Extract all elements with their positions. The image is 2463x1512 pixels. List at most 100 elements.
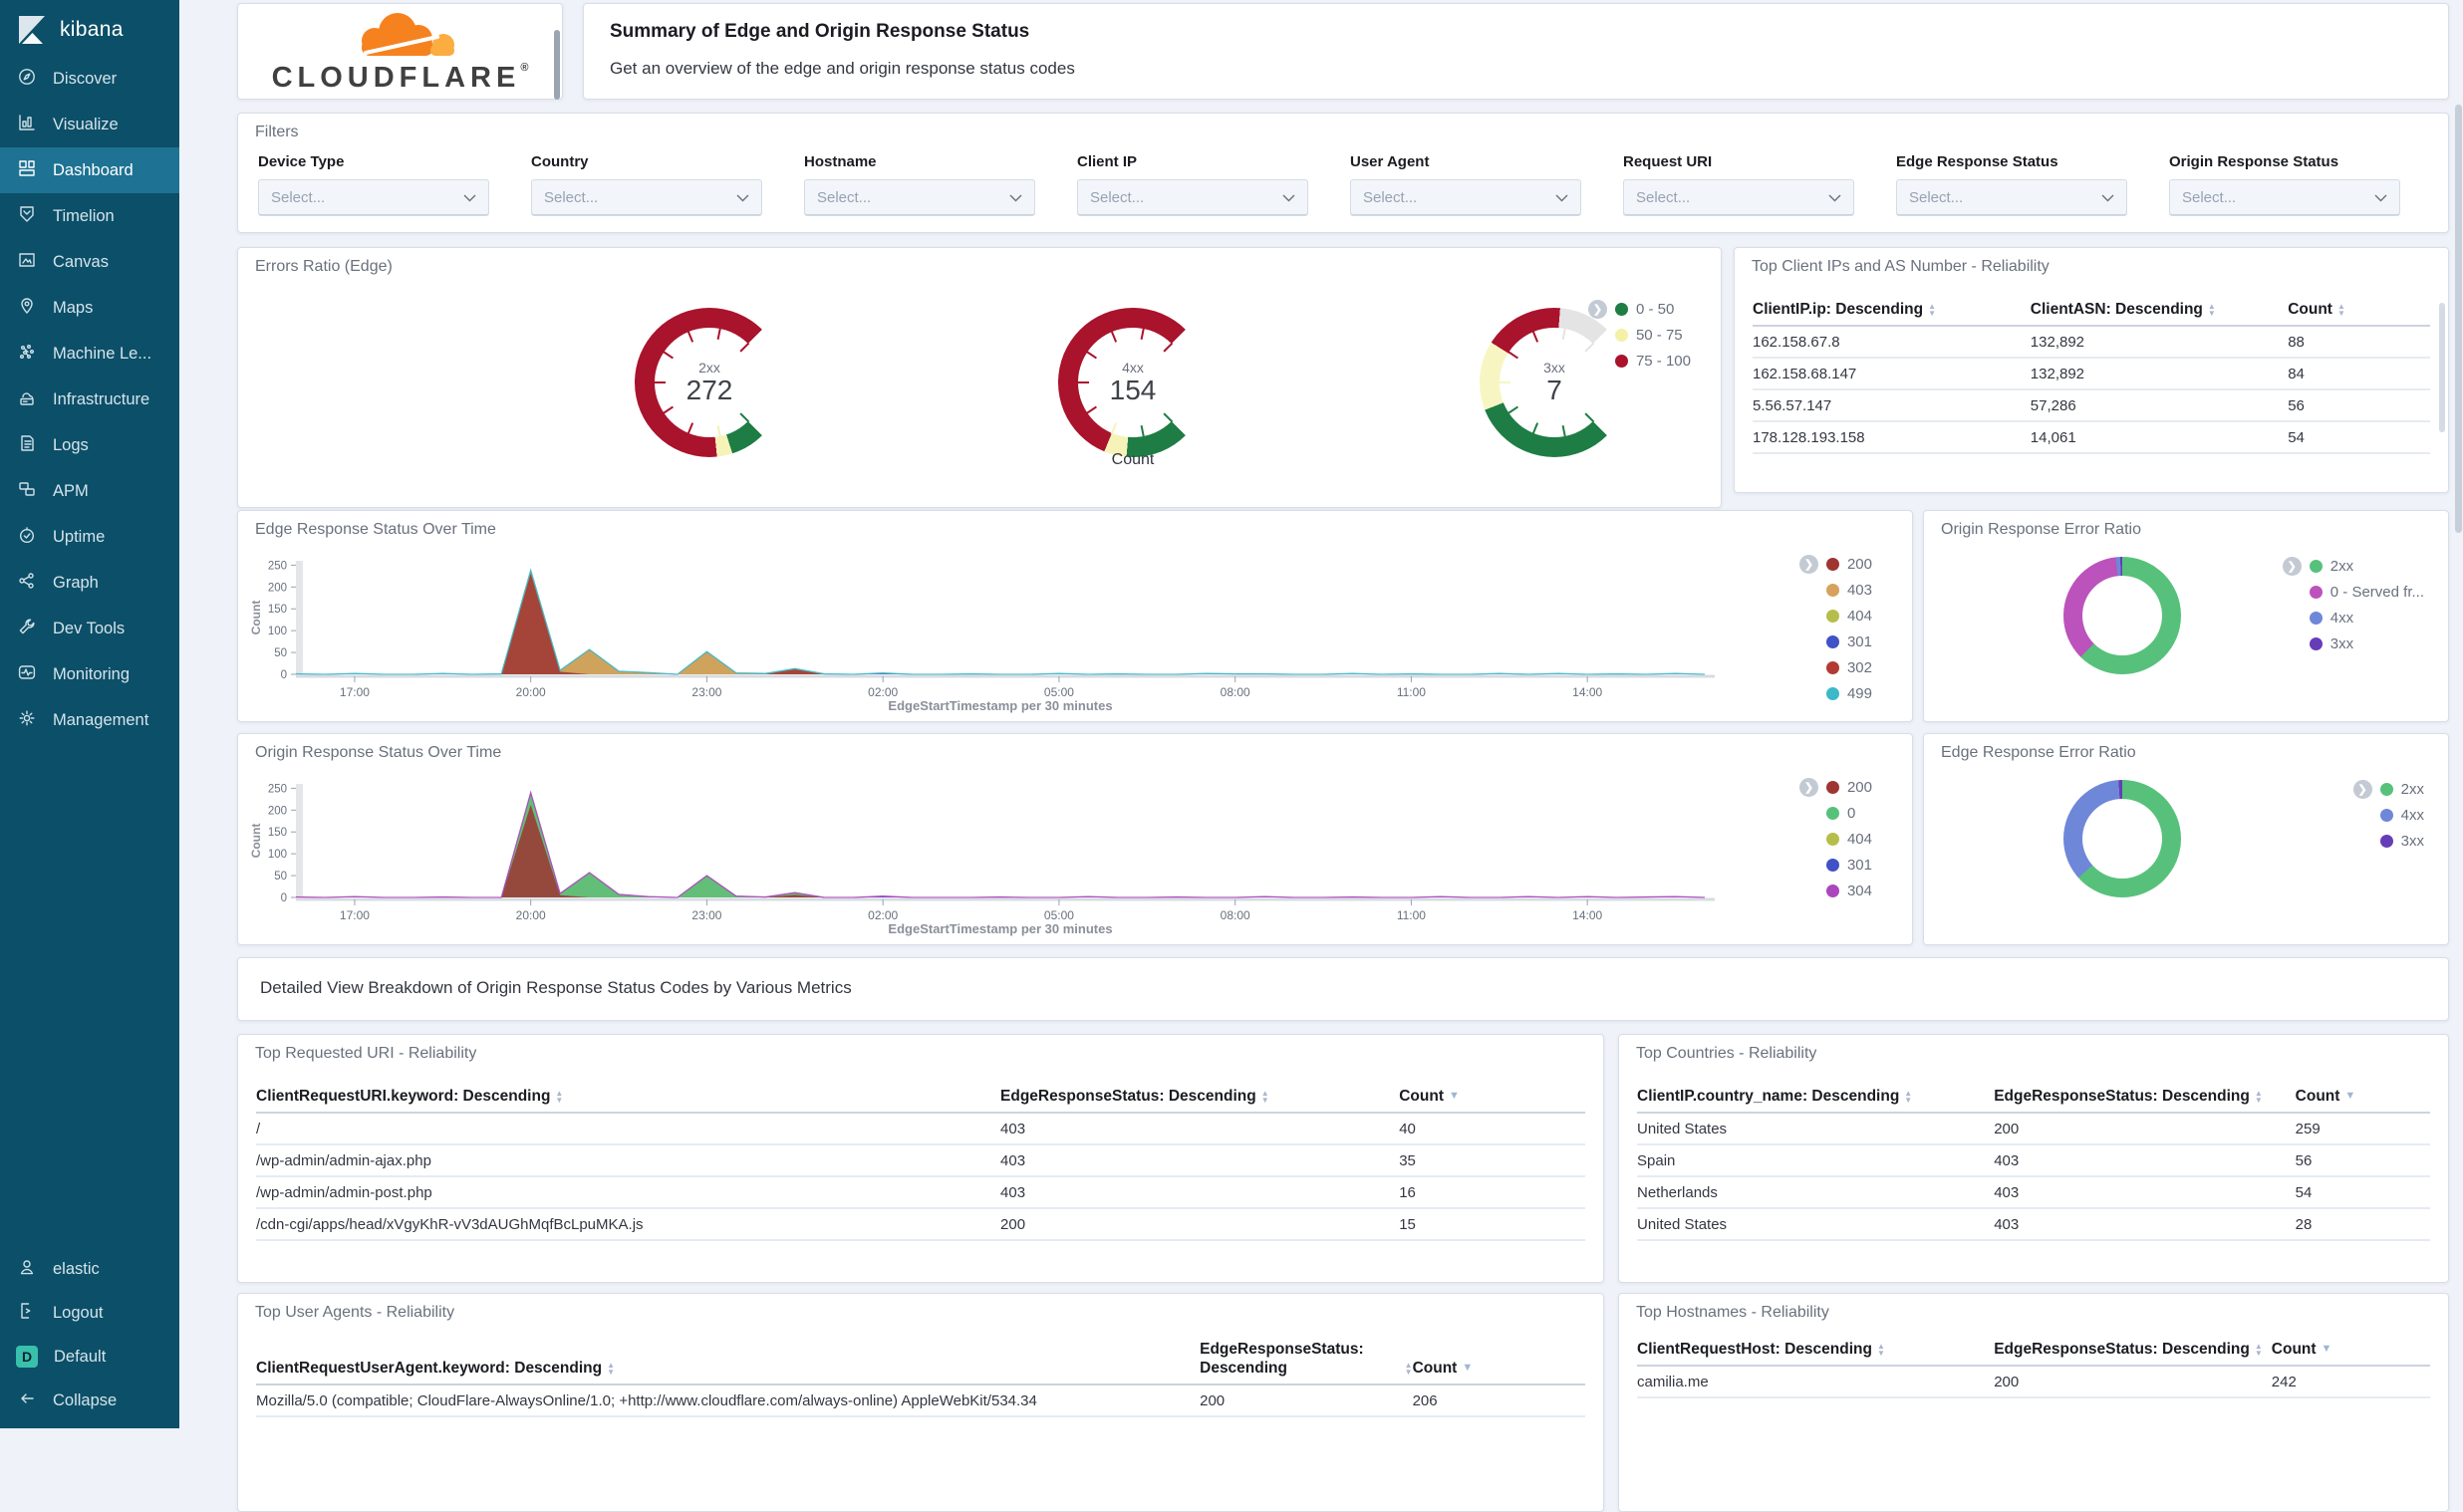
sort-icon[interactable]: ▲ ▼: [607, 1361, 616, 1377]
sidebar-item-default-space[interactable]: D Default: [0, 1335, 179, 1379]
sidebar-item-elastic[interactable]: elastic: [0, 1247, 179, 1291]
sidebar-item-label: Discover: [53, 69, 118, 88]
sort-icon[interactable]: ▲ ▼: [2207, 302, 2216, 318]
column-header[interactable]: Count ▼: [1413, 1359, 1585, 1378]
column-header[interactable]: Count ▲ ▼: [2288, 300, 2430, 319]
legend-label[interactable]: 301: [1846, 857, 1872, 874]
country-filter-select[interactable]: Select...: [531, 179, 762, 216]
hostname-filter-select[interactable]: Select...: [804, 179, 1035, 216]
legend-label[interactable]: 4xx: [2400, 807, 2424, 824]
sort-icon[interactable]: ▲ ▼: [1904, 1089, 1913, 1105]
column-header[interactable]: EdgeResponseStatus: Descending ▲ ▼: [1200, 1340, 1412, 1378]
table-cell: 132,892: [2030, 334, 2085, 351]
sidebar-item-maps[interactable]: Maps: [0, 285, 179, 331]
column-header[interactable]: EdgeResponseStatus: Descending ▲ ▼: [1994, 1340, 2272, 1359]
sort-icon[interactable]: ▲ ▼: [1260, 1089, 1269, 1105]
gauge-series-label: 2xx: [698, 360, 720, 376]
edge-response-status-filter-select[interactable]: Select...: [1896, 179, 2127, 216]
legend-label[interactable]: 200: [1846, 556, 1872, 573]
legend-label[interactable]: 4xx: [2329, 610, 2354, 627]
legend-label[interactable]: 302: [1846, 659, 1872, 676]
sidebar-item-apm[interactable]: APM: [0, 468, 179, 514]
legend-toggle-icon[interactable]: ❯: [1587, 300, 1607, 319]
origin-error-ratio-donut[interactable]: [2063, 557, 2181, 674]
legend-label[interactable]: 404: [1846, 608, 1872, 625]
legend-label[interactable]: 2xx: [2329, 558, 2354, 575]
column-header[interactable]: ClientASN: Descending ▲ ▼: [2031, 300, 2288, 319]
legend-label[interactable]: 0 - Served fr...: [2329, 584, 2424, 601]
sidebar-item-logout[interactable]: Logout: [0, 1291, 179, 1335]
legend-label[interactable]: 499: [1846, 685, 1872, 702]
sort-icon[interactable]: ▲ ▼: [555, 1089, 564, 1105]
sort-desc-icon[interactable]: ▼: [2321, 1343, 2332, 1355]
sort-icon[interactable]: ▲ ▼: [1928, 302, 1937, 318]
legend-label[interactable]: 2xx: [2400, 781, 2424, 798]
sidebar-item-management[interactable]: Management: [0, 697, 179, 743]
column-header[interactable]: EdgeResponseStatus: Descending ▲ ▼: [1000, 1087, 1399, 1106]
legend-label[interactable]: 3xx: [2400, 833, 2424, 850]
legend-label[interactable]: 0 - 50: [1635, 301, 1675, 318]
origin-response-status-filter-select[interactable]: Select...: [2169, 179, 2400, 216]
column-header[interactable]: ClientRequestURI.keyword: Descending ▲ ▼: [256, 1087, 1000, 1106]
edge-error-ratio-donut[interactable]: [2063, 780, 2181, 897]
table-cell: Spain: [1637, 1152, 1676, 1169]
legend-label[interactable]: 0: [1846, 805, 1856, 822]
legend-label[interactable]: 301: [1846, 633, 1872, 650]
column-header[interactable]: Count ▼: [2296, 1087, 2430, 1106]
page-scrollbar-thumb[interactable]: [2455, 105, 2462, 533]
legend-label[interactable]: 404: [1846, 831, 1872, 848]
sidebar-item-machine-learning[interactable]: Machine Le...: [0, 331, 179, 377]
legend-label[interactable]: 200: [1846, 779, 1872, 796]
column-header[interactable]: EdgeResponseStatus: Descending ▲ ▼: [1994, 1087, 2295, 1106]
legend-toggle-icon[interactable]: ❯: [2282, 557, 2302, 576]
sort-icon[interactable]: ▲ ▼: [2336, 302, 2345, 318]
column-header[interactable]: ClientRequestHost: Descending ▲ ▼: [1637, 1340, 1994, 1359]
sort-icon[interactable]: ▲ ▼: [1404, 1361, 1413, 1377]
logs-icon: [17, 433, 37, 458]
sidebar-item-label: Visualize: [53, 115, 119, 133]
device-type-filter-select[interactable]: Select...: [258, 179, 489, 216]
user-icon: [17, 1257, 37, 1282]
column-header[interactable]: ClientIP.country_name: Descending ▲ ▼: [1637, 1087, 1994, 1106]
sidebar-item-label: Logs: [53, 435, 89, 454]
sort-desc-icon[interactable]: ▼: [1462, 1362, 1474, 1374]
sort-icon[interactable]: ▲ ▼: [2254, 1089, 2263, 1105]
sidebar-item-canvas[interactable]: Canvas: [0, 239, 179, 285]
page-scrollbar[interactable]: [2453, 0, 2463, 1428]
sidebar-item-dev-tools[interactable]: Dev Tools: [0, 606, 179, 651]
legend-toggle-icon[interactable]: ❯: [1798, 778, 1818, 797]
sidebar-item-dashboard[interactable]: Dashboard: [0, 147, 179, 193]
sidebar-item-discover[interactable]: Discover: [0, 56, 179, 102]
column-header[interactable]: ClientRequestUserAgent.keyword: Descendi…: [256, 1359, 1200, 1378]
legend-label[interactable]: 75 - 100: [1635, 353, 1691, 370]
column-header[interactable]: Count ▼: [1399, 1087, 1585, 1106]
sort-desc-icon[interactable]: ▼: [1448, 1090, 1460, 1102]
sidebar-item-uptime[interactable]: Uptime: [0, 514, 179, 560]
sidebar-item-collapse[interactable]: Collapse: [0, 1379, 179, 1422]
legend-label[interactable]: 50 - 75: [1635, 327, 1683, 344]
column-header[interactable]: ClientIP.ip: Descending ▲ ▼: [1753, 300, 2031, 319]
sidebar-item-logs[interactable]: Logs: [0, 422, 179, 468]
column-header[interactable]: Count ▼: [2272, 1340, 2430, 1359]
svg-text:17:00: 17:00: [340, 908, 370, 922]
sidebar-item-graph[interactable]: Graph: [0, 560, 179, 606]
sidebar-item-visualize[interactable]: Visualize: [0, 102, 179, 147]
legend-label[interactable]: 3xx: [2329, 635, 2354, 652]
sidebar-item-timelion[interactable]: Timelion: [0, 193, 179, 239]
request-uri-filter-select[interactable]: Select...: [1623, 179, 1854, 216]
legend-toggle-icon[interactable]: ❯: [2352, 780, 2372, 799]
edge-donut-legend: ❯ 2xx 4xx 3xx: [2352, 780, 2424, 851]
client-ip-filter-select[interactable]: Select...: [1077, 179, 1308, 216]
legend-label[interactable]: 304: [1846, 882, 1872, 899]
legend-label[interactable]: 403: [1846, 582, 1872, 599]
user-agent-filter-select[interactable]: Select...: [1350, 179, 1581, 216]
legend-toggle-icon[interactable]: ❯: [1798, 555, 1818, 574]
sidebar-item-infrastructure[interactable]: Infrastructure: [0, 377, 179, 422]
sidebar-item-monitoring[interactable]: Monitoring: [0, 651, 179, 697]
table-scrollbar[interactable]: [2439, 303, 2445, 432]
gauge-2xx: 2xx 272: [622, 300, 797, 475]
sort-icon[interactable]: ▲ ▼: [2254, 1342, 2263, 1358]
logo-panel-scrollbar[interactable]: [554, 30, 560, 100]
sort-desc-icon[interactable]: ▼: [2344, 1090, 2356, 1102]
sort-icon[interactable]: ▲ ▼: [1876, 1342, 1885, 1358]
